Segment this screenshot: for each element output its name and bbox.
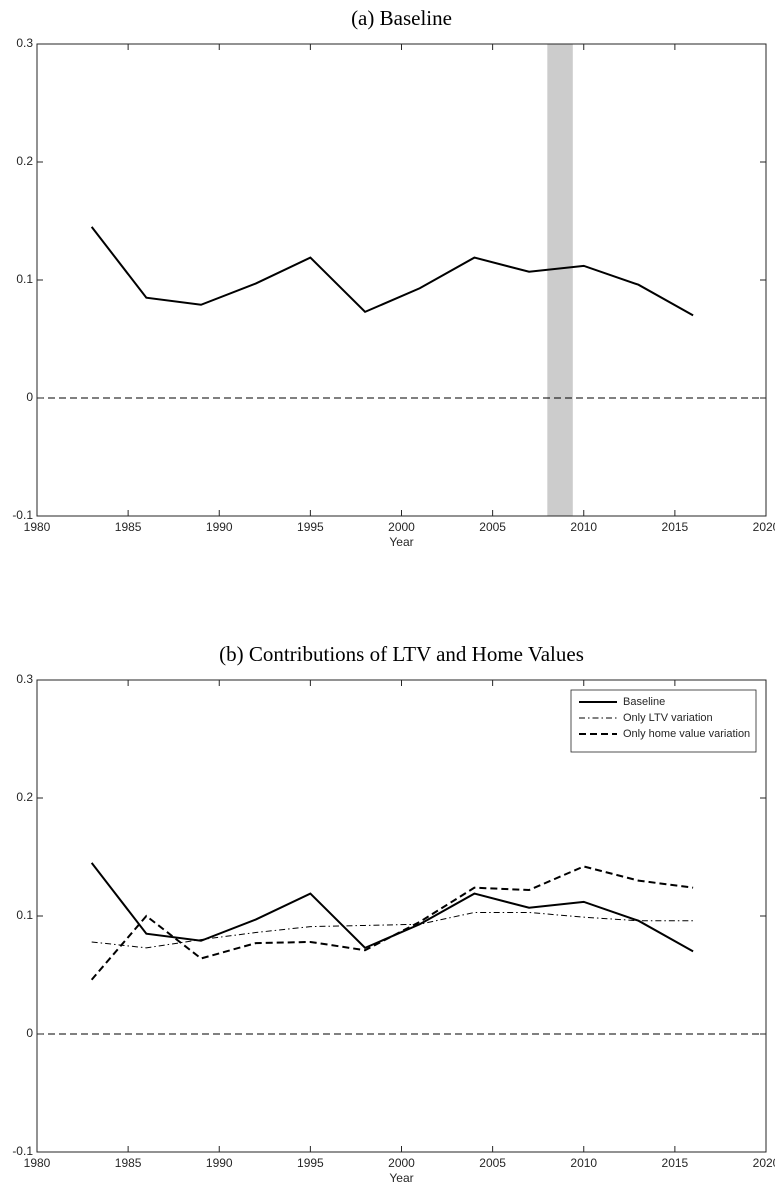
- y-tick-label: -0.1: [12, 1144, 33, 1158]
- x-tick-label: 2005: [479, 1156, 506, 1170]
- x-tick-label: 2010: [570, 520, 597, 534]
- x-tick-label: 1985: [115, 520, 142, 534]
- x-tick-label: 1990: [206, 1156, 233, 1170]
- subplot: (b) Contributions of LTV and Home Values…: [12, 642, 775, 1185]
- x-tick-label: 2015: [662, 1156, 689, 1170]
- x-tick-label: 2000: [388, 520, 415, 534]
- x-tick-label: 1980: [24, 520, 51, 534]
- x-tick-label: 2005: [479, 520, 506, 534]
- x-tick-label: 2000: [388, 1156, 415, 1170]
- x-tick-label: 1980: [24, 1156, 51, 1170]
- y-tick-label: 0: [26, 390, 33, 404]
- y-tick-label: 0: [26, 1026, 33, 1040]
- legend-box: [570, 689, 757, 753]
- x-tick-label: 2015: [662, 520, 689, 534]
- x-tick-label: 1985: [115, 1156, 142, 1170]
- y-tick-label: 0.3: [16, 36, 33, 50]
- y-tick-label: -0.1: [12, 508, 33, 522]
- y-tick-label: 0.1: [16, 272, 33, 286]
- x-tick-label: 1990: [206, 520, 233, 534]
- shaded-region: [547, 44, 573, 516]
- data-line: [91, 911, 694, 949]
- legend: Baseline Only LTV variation Only home valu…: [570, 689, 757, 753]
- plot-area: [37, 44, 766, 516]
- x-tick-label: 1995: [297, 1156, 324, 1170]
- axes-box: [36, 679, 767, 1153]
- chart-title: (b) Contributions of LTV and Home Values: [219, 642, 584, 666]
- chart-title: (a) Baseline: [351, 6, 452, 30]
- legend-label: Baseline: [623, 696, 665, 708]
- subplot: (a) Baseline 1980 1985 1990 1995 2000 2005 2010…: [12, 6, 775, 549]
- x-tick-label: 1995: [297, 520, 324, 534]
- y-tick-label: 0.1: [16, 908, 33, 922]
- y-tick-label: 0.2: [16, 154, 33, 168]
- legend-label: Only home value variation: [623, 728, 750, 740]
- x-tick-label: 2020: [753, 1156, 775, 1170]
- x-axis-label: Year: [389, 1171, 413, 1185]
- plot-area: [37, 680, 766, 1152]
- y-tick-label: 0.3: [16, 672, 33, 686]
- data-line: [90, 862, 694, 953]
- y-tick-label: 0.2: [16, 790, 33, 804]
- data-line: [90, 226, 694, 317]
- axes-box: [36, 43, 767, 517]
- x-tick-label: 2010: [570, 1156, 597, 1170]
- x-axis-label: Year: [389, 535, 413, 549]
- x-tick-label: 2020: [753, 520, 775, 534]
- legend-label: Only LTV variation: [623, 712, 713, 724]
